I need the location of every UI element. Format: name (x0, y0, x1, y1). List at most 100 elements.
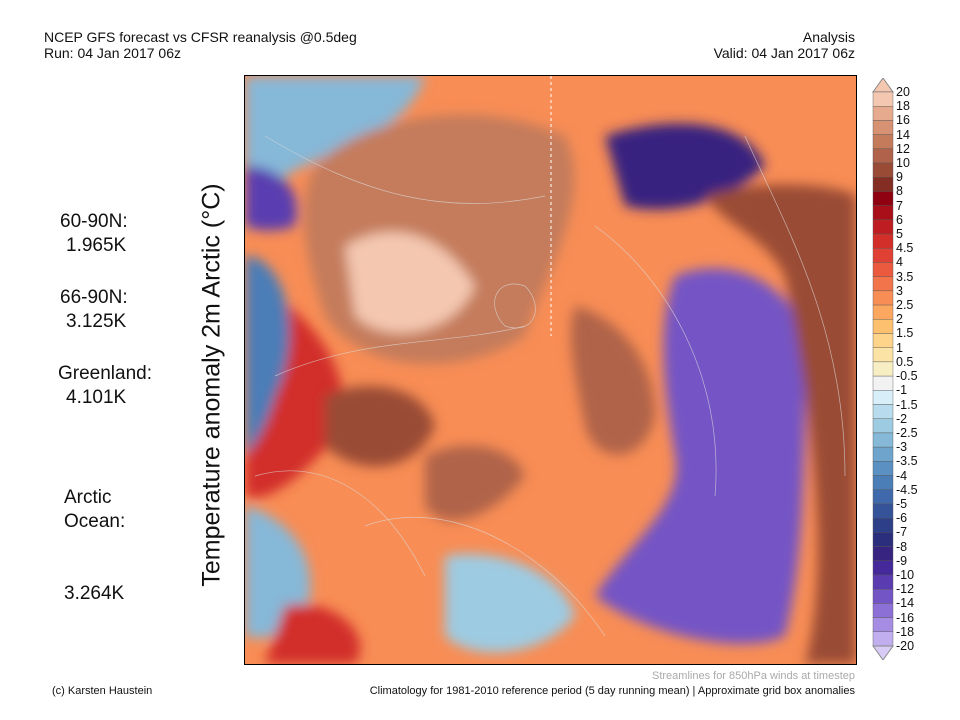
colorbar-tick-label: 1.5 (896, 326, 914, 341)
analysis-label: Analysis (802, 29, 855, 45)
colorbar-tick-label: 4.5 (896, 241, 914, 256)
colorbar-bin (872, 219, 894, 235)
colorbar-bin (872, 603, 894, 618)
colorbar-bin (872, 347, 894, 363)
colorbar-tick-label: -1.5 (896, 397, 918, 412)
colorbar-bin (872, 205, 894, 221)
anomaly-region-warm-kara (570, 306, 655, 455)
colorbar-bin (872, 588, 894, 604)
stat-arctic-ocean: Arctic Ocean: 3.264K (64, 438, 125, 654)
colorbar-bin (872, 120, 894, 135)
colorbar (872, 78, 894, 660)
chart-title: NCEP GFS forecast vs CFSR reanalysis @0.… (44, 29, 357, 45)
stat-value: 3.125K (66, 311, 127, 332)
colorbar-bin (872, 617, 894, 632)
colorbar-bin (872, 503, 894, 519)
colorbar-bin (872, 517, 894, 533)
colorbar-tick-label: 2.5 (896, 298, 914, 313)
run-time: Run: 04 Jan 2017 06z (44, 45, 181, 61)
colorbar-tick-label: -5 (896, 496, 908, 511)
colorbar-bin (872, 106, 894, 121)
colorbar-bin (872, 148, 894, 164)
anomaly-region-cold-eurasia (595, 268, 805, 644)
colorbar-bin (872, 631, 894, 647)
colorbar-tick-label: -0.5 (896, 369, 918, 384)
colorbar-bin (872, 446, 894, 462)
stat-60-90n: 60-90N: 1.965K (60, 210, 128, 258)
anomaly-region-warm-hudson (325, 386, 435, 467)
colorbar-tick-label: 14 (896, 127, 910, 142)
colorbar-tick-label: -8 (896, 539, 908, 554)
stat-value: 1.965K (66, 235, 127, 256)
colorbar-bin (872, 91, 894, 107)
stat-region: Arctic Ocean: (64, 487, 126, 532)
anomaly-region-cold-atlantic (445, 554, 575, 653)
colorbar-bin (872, 560, 894, 576)
valid-time: Valid: 04 Jan 2017 06z (713, 45, 855, 61)
colorbar-bin (872, 489, 894, 505)
anomaly-region-warm-greenland (425, 445, 525, 521)
colorbar-bin (872, 233, 894, 249)
colorbar-tick-label: 9 (896, 170, 903, 185)
colorbar-bin (872, 191, 894, 206)
stat-value: 3.264K (64, 583, 125, 604)
colorbar-tick-label: -20 (896, 639, 915, 653)
colorbar-bin (872, 248, 894, 263)
climatology-note: Climatology for 1981-2010 reference peri… (369, 685, 855, 697)
colorbar-bin (872, 304, 894, 320)
stat-region: 60-90N: (60, 211, 128, 232)
colorbar-bin (872, 333, 894, 348)
stat-greenland: Greenland: 4.101K (58, 362, 152, 410)
colorbar-tick-label: -16 (896, 610, 915, 625)
stat-66-90n: 66-90N: 3.125K (60, 286, 128, 334)
colorbar-bin (872, 475, 894, 490)
colorbar-tick-label: 6 (896, 212, 903, 227)
anomaly-region-warm-south (265, 604, 361, 664)
anomaly-region-cold-canada (245, 256, 290, 456)
colorbar-bin (872, 290, 894, 306)
anomaly-map (244, 75, 857, 665)
colorbar-bottom-arrow (872, 645, 894, 660)
colorbar-bin (872, 162, 894, 178)
anomaly-region-cold-nw (245, 76, 425, 236)
colorbar-bin (872, 177, 894, 192)
stat-region: 66-90N: (60, 287, 128, 308)
colorbar-bin (872, 375, 894, 391)
colorbar-bin (872, 432, 894, 448)
colorbar-tick-label: 3.5 (896, 269, 914, 284)
colorbar-tick-label: 12 (896, 141, 910, 156)
colorbar-tick-label: -3 (896, 440, 908, 455)
stat-value: 4.101K (66, 387, 127, 408)
colorbar-bin (872, 319, 894, 334)
colorbar-bin (872, 134, 894, 150)
streamlines-note: Streamlines for 850hPa winds at timestep (652, 670, 855, 682)
colorbar-tick-label: -4.5 (896, 482, 918, 497)
colorbar-bin (872, 276, 894, 292)
anomaly-region-cold-alaska (245, 166, 297, 231)
colorbar-tick-label: -7 (896, 525, 908, 540)
colorbar-top-arrow (872, 78, 894, 93)
colorbar-tick-label: 10 (896, 156, 910, 171)
streamlines (254, 135, 846, 637)
colorbar-tick-label: 20 (896, 85, 910, 99)
colorbar-bin (872, 532, 894, 547)
colorbar-bin (872, 390, 894, 405)
map-field (245, 76, 856, 664)
colorbar-tick-label: -6 (896, 511, 908, 526)
colorbar-tick-label: -1 (896, 383, 908, 398)
colorbar-bin (872, 574, 894, 590)
anomaly-region-peak-arctic (345, 231, 475, 333)
colorbar-tick-label: 1 (896, 340, 903, 355)
colorbar-tick-label: -14 (896, 596, 915, 611)
colorbar-bin (872, 361, 894, 377)
colorbar-tick-label: 7 (896, 198, 903, 213)
anomaly-region-cold-siberia (605, 123, 765, 210)
colorbar-bin (872, 461, 894, 476)
colorbar-bin (872, 404, 894, 419)
colorbar-bin (872, 262, 894, 277)
anomaly-region-cold-pacific (245, 506, 311, 638)
colorbar-tick-label: 8 (896, 184, 903, 199)
y-axis-label: Temperature anomaly 2m Arctic (°C) (197, 183, 226, 587)
colorbar-tick-label: 0.5 (896, 354, 914, 369)
